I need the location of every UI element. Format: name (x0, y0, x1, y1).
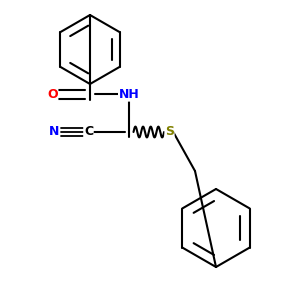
Text: N: N (49, 125, 59, 139)
Text: S: S (165, 125, 174, 139)
Text: O: O (47, 88, 58, 101)
Text: C: C (84, 125, 93, 139)
Text: NH: NH (118, 88, 140, 101)
